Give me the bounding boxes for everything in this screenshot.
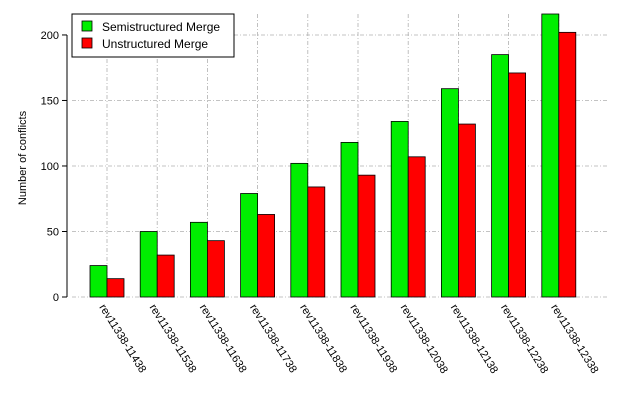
x-tick-label-2: rev11338-11638 <box>197 302 249 375</box>
legend-label-unstructured: Unstructured Merge <box>102 37 208 51</box>
legend-box <box>71 13 235 58</box>
bar-semistructured-9 <box>541 13 560 298</box>
y-tick-label-0: 0 <box>53 292 59 304</box>
x-tick-label-8: rev11338-12238 <box>498 302 550 376</box>
bar-unstructured-7 <box>457 123 476 298</box>
x-tick-label-7: rev11338-12138 <box>448 302 500 376</box>
bar-semistructured-5 <box>340 141 359 298</box>
y-tick-label-3: 150 <box>41 95 59 107</box>
bar-semistructured-8 <box>491 54 510 298</box>
legend-swatch-unstructured <box>81 37 93 49</box>
bar-unstructured-9 <box>558 31 577 298</box>
y-tick-label-1: 50 <box>47 226 59 238</box>
y-axis-title: Number of conflicts <box>17 110 29 205</box>
x-tick-label-0: rev11338-11438 <box>96 302 148 375</box>
bar-semistructured-6 <box>390 121 409 298</box>
legend-swatch-semistructured <box>81 20 93 32</box>
x-tick-label-5: rev11338-11938 <box>347 302 399 375</box>
bar-semistructured-0 <box>89 265 108 298</box>
x-tick-label-1: rev11338-11538 <box>147 302 199 375</box>
x-tick-label-3: rev11338-11738 <box>247 302 299 375</box>
bars <box>89 13 577 298</box>
y-tick-label-2: 100 <box>41 161 59 173</box>
bar-unstructured-3 <box>257 214 276 298</box>
y-tick-label-4: 200 <box>41 30 59 42</box>
bar-unstructured-6 <box>407 156 426 298</box>
bar-semistructured-2 <box>189 221 208 298</box>
bar-semistructured-3 <box>240 193 259 298</box>
x-tick-label-9: rev11338-12338 <box>548 302 600 376</box>
bar-unstructured-1 <box>156 254 175 298</box>
bar-unstructured-5 <box>357 174 376 298</box>
legend: Semistructured Merge Unstructured Merge <box>71 13 235 58</box>
bar-unstructured-4 <box>307 186 326 298</box>
x-axis-labels: rev11338-11438rev11338-11538rev11338-116… <box>96 302 600 376</box>
legend-label-semistructured: Semistructured Merge <box>102 20 220 34</box>
bar-semistructured-1 <box>139 231 158 298</box>
x-tick-label-6: rev11338-12038 <box>398 302 450 376</box>
x-tick-label-4: rev11338-11838 <box>297 302 349 375</box>
y-axis: 0 50 100 150 200 <box>41 30 68 304</box>
bar-unstructured-2 <box>206 240 225 298</box>
bar-semistructured-7 <box>440 88 459 298</box>
bar-unstructured-0 <box>106 278 125 298</box>
bar-unstructured-8 <box>508 72 527 298</box>
bar-semistructured-4 <box>290 162 309 298</box>
